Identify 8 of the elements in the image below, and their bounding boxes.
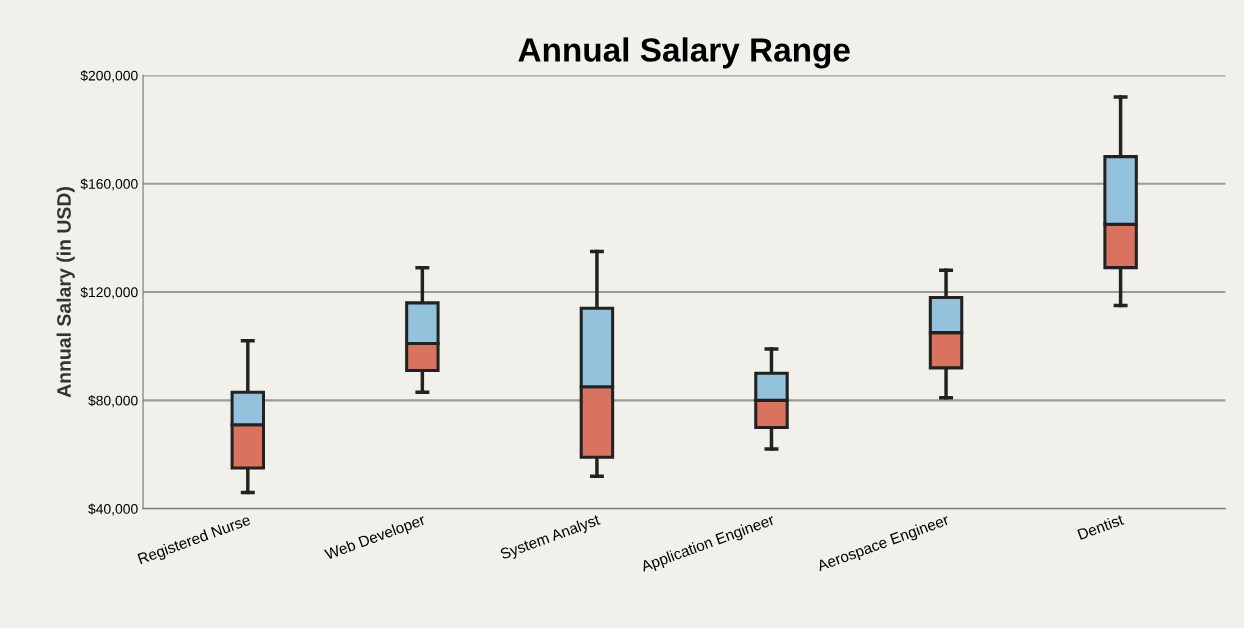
y-tick-label: $200,000 <box>80 70 138 83</box>
y-axis-title: Annual Salary (in USD) <box>56 187 75 398</box>
y-tick-label: $80,000 <box>88 395 138 408</box>
y-tick-label: $40,000 <box>88 503 138 516</box>
y-tick-label: $160,000 <box>80 178 138 191</box>
y-tick-label: $120,000 <box>80 286 138 299</box>
chart-title: Annual Salary Range <box>518 37 850 69</box>
x-tick-label: Dentist <box>1077 513 1125 540</box>
